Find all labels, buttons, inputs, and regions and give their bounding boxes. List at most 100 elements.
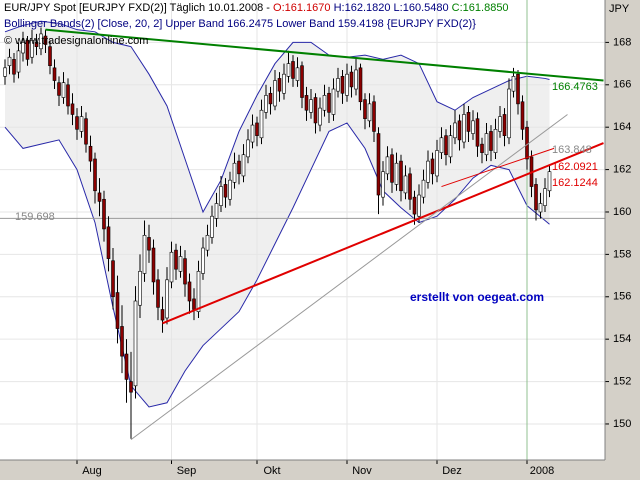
candle-body <box>201 247 205 274</box>
band-area <box>5 21 550 408</box>
candle-body <box>156 279 160 308</box>
candle-body <box>133 300 138 387</box>
plot <box>0 0 605 460</box>
candle-body <box>394 162 399 185</box>
candle-body <box>43 35 48 45</box>
x-tick-label: Aug <box>82 465 102 477</box>
candle-body <box>97 192 102 202</box>
candle-body <box>439 137 444 153</box>
candle-body <box>358 67 363 103</box>
candle-body <box>426 160 430 183</box>
candle-body <box>178 256 183 272</box>
candle-body <box>174 249 178 270</box>
candle-body <box>453 122 457 139</box>
candle-body <box>543 188 547 206</box>
x-tick-label: Sep <box>177 465 197 477</box>
y-tick-label: 162 <box>613 163 631 175</box>
candle-body <box>331 88 336 115</box>
candle-body <box>61 82 66 98</box>
candle-body <box>547 171 552 192</box>
candle-body <box>16 50 21 73</box>
candle-body <box>214 203 219 219</box>
candle-body <box>403 175 408 194</box>
candle-body <box>228 179 232 200</box>
candle-body <box>259 109 264 139</box>
candle-body <box>525 126 529 160</box>
candle-body <box>48 46 52 67</box>
y-tick-label: 152 <box>613 375 631 387</box>
candle-body <box>511 76 516 92</box>
candle-body <box>124 353 129 380</box>
candle-body <box>142 234 147 274</box>
candle-body <box>295 67 300 81</box>
candle-body <box>255 122 259 136</box>
candle-body <box>345 73 349 96</box>
candle-body <box>516 73 520 105</box>
x-tick-label: Nov <box>352 465 372 477</box>
candle-body <box>160 309 165 321</box>
candle-body <box>21 42 25 54</box>
candle-body <box>502 114 507 136</box>
candle-body <box>538 203 543 213</box>
candle-body <box>349 71 354 88</box>
candle-body <box>70 103 75 115</box>
candle-body <box>93 158 97 192</box>
candle-body <box>210 215 214 238</box>
candle-body <box>34 42 39 47</box>
y-tick-label: 156 <box>613 291 631 303</box>
candle-body <box>273 80 277 107</box>
candle-body <box>313 97 318 124</box>
candle-body <box>268 92 273 105</box>
candle-body <box>232 162 237 183</box>
candle-body <box>66 84 70 107</box>
candle-body <box>304 95 309 111</box>
candle-body <box>372 101 376 132</box>
candle-body <box>111 260 115 298</box>
indicator: Bollinger Bands(2) [Close, 20, 2] Upper … <box>4 18 476 30</box>
candle-body <box>219 186 223 206</box>
candle-body <box>471 120 475 134</box>
candle-body <box>520 101 525 130</box>
candle-body <box>448 135 453 158</box>
candle-body <box>399 160 403 192</box>
candle-body <box>408 173 412 200</box>
candle-body <box>7 56 12 67</box>
annotation: erstellt von oegeat.com <box>410 290 544 304</box>
copyright: © www.tradesignalonline.com <box>4 35 148 47</box>
line-label: 162.0921 <box>552 161 598 173</box>
candle-body <box>354 69 358 90</box>
candle-body <box>169 251 174 283</box>
candle-body <box>151 247 156 283</box>
candle-body <box>115 292 120 329</box>
candle-body <box>147 237 151 251</box>
trendline <box>162 142 604 325</box>
y-tick-label: 154 <box>613 333 631 345</box>
candle-body <box>12 59 16 75</box>
y-tick-label: 166 <box>613 79 631 91</box>
candle-body <box>79 116 84 132</box>
candle-body <box>205 234 210 251</box>
header-low: L:160.5480 <box>394 2 449 14</box>
candle-body <box>340 76 345 94</box>
candle-body <box>241 154 246 177</box>
candle-body <box>187 281 192 302</box>
line-label: 163.848 <box>552 144 592 156</box>
candle-body <box>466 112 471 132</box>
x-tick-label: 2008 <box>530 465 554 477</box>
candle-body <box>237 160 241 175</box>
header: EUR/JPY Spot [EURJPY FXD(2)] Täglich 10.… <box>4 2 509 14</box>
candle-body <box>534 184 538 211</box>
candle-body <box>390 154 394 183</box>
candle-body <box>300 65 304 98</box>
y-tick-label: 160 <box>613 206 631 218</box>
candle-body <box>336 78 340 92</box>
trendline <box>441 147 555 188</box>
candle-body <box>417 194 421 217</box>
candle-body <box>363 99 367 120</box>
candle-body <box>291 61 295 79</box>
candle-body <box>106 226 111 259</box>
x-tick-label: Dez <box>442 465 462 477</box>
candle-body <box>498 116 502 132</box>
header-title: EUR/JPY Spot [EURJPY FXD(2)] Täglich 10.… <box>4 2 270 14</box>
